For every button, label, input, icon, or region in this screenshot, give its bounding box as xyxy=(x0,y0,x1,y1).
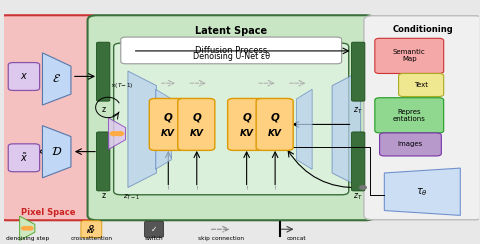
Polygon shape xyxy=(297,89,312,169)
Circle shape xyxy=(26,227,33,230)
Circle shape xyxy=(110,132,118,136)
FancyBboxPatch shape xyxy=(8,62,40,91)
Text: Conditioning: Conditioning xyxy=(393,25,454,34)
Text: KV: KV xyxy=(190,129,204,138)
FancyBboxPatch shape xyxy=(8,144,40,172)
FancyBboxPatch shape xyxy=(149,99,186,150)
Text: $\tau_\theta$: $\tau_\theta$ xyxy=(416,186,428,198)
FancyBboxPatch shape xyxy=(364,16,480,220)
Polygon shape xyxy=(128,71,156,187)
Text: Q: Q xyxy=(192,112,201,122)
Text: Latent Space: Latent Space xyxy=(195,26,267,36)
Text: $\mathcal{D}$: $\mathcal{D}$ xyxy=(51,145,62,158)
FancyBboxPatch shape xyxy=(114,43,349,195)
Polygon shape xyxy=(332,71,360,187)
Text: Q: Q xyxy=(89,224,94,230)
FancyBboxPatch shape xyxy=(96,132,110,191)
Text: Text: Text xyxy=(414,82,428,88)
FancyBboxPatch shape xyxy=(81,221,102,238)
Text: Q: Q xyxy=(164,112,173,122)
FancyBboxPatch shape xyxy=(0,15,99,220)
Text: Pixel Space: Pixel Space xyxy=(21,208,75,217)
FancyBboxPatch shape xyxy=(256,99,293,150)
Text: KV: KV xyxy=(87,229,96,234)
FancyBboxPatch shape xyxy=(351,132,365,191)
FancyBboxPatch shape xyxy=(375,38,444,73)
Text: $z_{T-1}$: $z_{T-1}$ xyxy=(123,193,140,202)
Text: $z_T$: $z_T$ xyxy=(353,105,363,115)
Text: $x$: $x$ xyxy=(20,71,28,81)
Polygon shape xyxy=(108,118,126,149)
Polygon shape xyxy=(42,126,71,178)
Text: Q: Q xyxy=(242,112,251,122)
Polygon shape xyxy=(20,216,35,240)
Text: Diffusion Process: Diffusion Process xyxy=(195,46,267,55)
Circle shape xyxy=(360,186,366,189)
Circle shape xyxy=(22,227,28,230)
Text: denoising step: denoising step xyxy=(6,236,49,241)
FancyBboxPatch shape xyxy=(144,221,164,237)
FancyBboxPatch shape xyxy=(178,99,215,150)
Polygon shape xyxy=(384,168,460,215)
FancyBboxPatch shape xyxy=(121,37,342,64)
Text: KV: KV xyxy=(161,129,175,138)
FancyBboxPatch shape xyxy=(87,15,375,220)
Text: KV: KV xyxy=(268,129,282,138)
Circle shape xyxy=(116,132,124,136)
Text: $\tilde{x}$: $\tilde{x}$ xyxy=(20,151,28,164)
Text: $z_T$: $z_T$ xyxy=(353,191,363,202)
Text: Denoising U-Net εθ: Denoising U-Net εθ xyxy=(193,52,270,61)
FancyBboxPatch shape xyxy=(375,98,444,133)
FancyBboxPatch shape xyxy=(228,99,264,150)
Text: $\times(T\!-\!1)$: $\times(T\!-\!1)$ xyxy=(110,81,134,90)
Text: crossattention: crossattention xyxy=(71,236,112,241)
Text: Q: Q xyxy=(271,112,279,122)
Text: Images: Images xyxy=(398,142,423,147)
Text: ✓: ✓ xyxy=(151,225,157,234)
FancyBboxPatch shape xyxy=(398,73,444,97)
Text: z: z xyxy=(101,191,105,200)
Text: concat: concat xyxy=(287,236,306,241)
Text: Semantic
Map: Semantic Map xyxy=(393,49,426,62)
FancyBboxPatch shape xyxy=(380,133,441,156)
Text: switch: switch xyxy=(145,236,163,241)
Text: z: z xyxy=(101,105,105,114)
Text: KV: KV xyxy=(240,129,253,138)
Text: $\mathcal{E}$: $\mathcal{E}$ xyxy=(52,72,61,85)
Text: Repres
entations: Repres entations xyxy=(393,109,426,122)
FancyBboxPatch shape xyxy=(351,42,365,101)
Polygon shape xyxy=(42,53,71,105)
FancyBboxPatch shape xyxy=(96,42,110,101)
Polygon shape xyxy=(156,89,172,169)
Text: skip connection: skip connection xyxy=(197,236,243,241)
